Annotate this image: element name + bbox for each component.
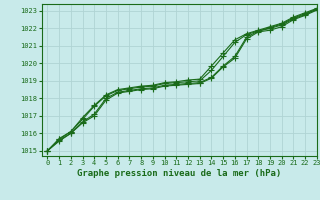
X-axis label: Graphe pression niveau de la mer (hPa): Graphe pression niveau de la mer (hPa) [77,169,281,178]
